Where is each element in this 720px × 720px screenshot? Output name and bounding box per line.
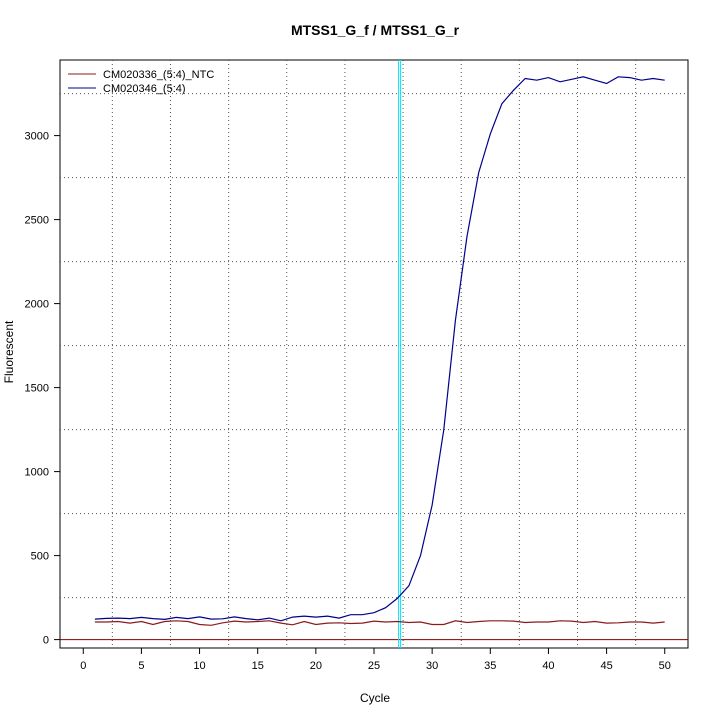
series-line-1 — [94, 620, 665, 626]
x-tick-label: 35 — [484, 660, 496, 672]
x-tick-label: 10 — [193, 660, 205, 672]
x-tick-label: 45 — [600, 660, 612, 672]
x-tick-label: 50 — [659, 660, 671, 672]
y-tick-label: 3000 — [25, 131, 49, 143]
y-tick-label: 2500 — [25, 215, 49, 227]
x-tick-label: 25 — [368, 660, 380, 672]
legend-label-2: CM020346_(5:4) — [103, 83, 186, 95]
y-tick-label: 500 — [31, 551, 49, 563]
legend: CM020336_(5:4)_NTC CM020346_(5:4) — [68, 69, 214, 95]
x-tick-label: 0 — [80, 660, 86, 672]
x-tick-label: 40 — [542, 660, 554, 672]
x-tick-label: 15 — [252, 660, 264, 672]
chart-title: MTSS1_G_f / MTSS1_G_r — [291, 22, 460, 38]
markers — [60, 60, 688, 648]
series — [94, 76, 665, 626]
plot-frame — [59, 59, 689, 649]
x-tick-label: 5 — [138, 660, 144, 672]
y-tick-label: 2000 — [25, 299, 49, 311]
x-tick-label: 20 — [310, 660, 322, 672]
y-axis-label: Fluorescent — [2, 320, 16, 383]
x-tick-label: 30 — [426, 660, 438, 672]
y-tick-label: 1000 — [25, 467, 49, 479]
series-line-2 — [94, 76, 665, 622]
y-tick-label: 1500 — [25, 383, 49, 395]
grid — [60, 60, 688, 648]
axes: 0 5 10 15 20 25 30 35 40 45 5005001000150020002500… — [25, 131, 671, 672]
y-tick-label: 0 — [43, 635, 49, 647]
legend-label-1: CM020336_(5:4)_NTC — [103, 69, 214, 81]
x-axis-label: Cycle — [360, 691, 390, 705]
